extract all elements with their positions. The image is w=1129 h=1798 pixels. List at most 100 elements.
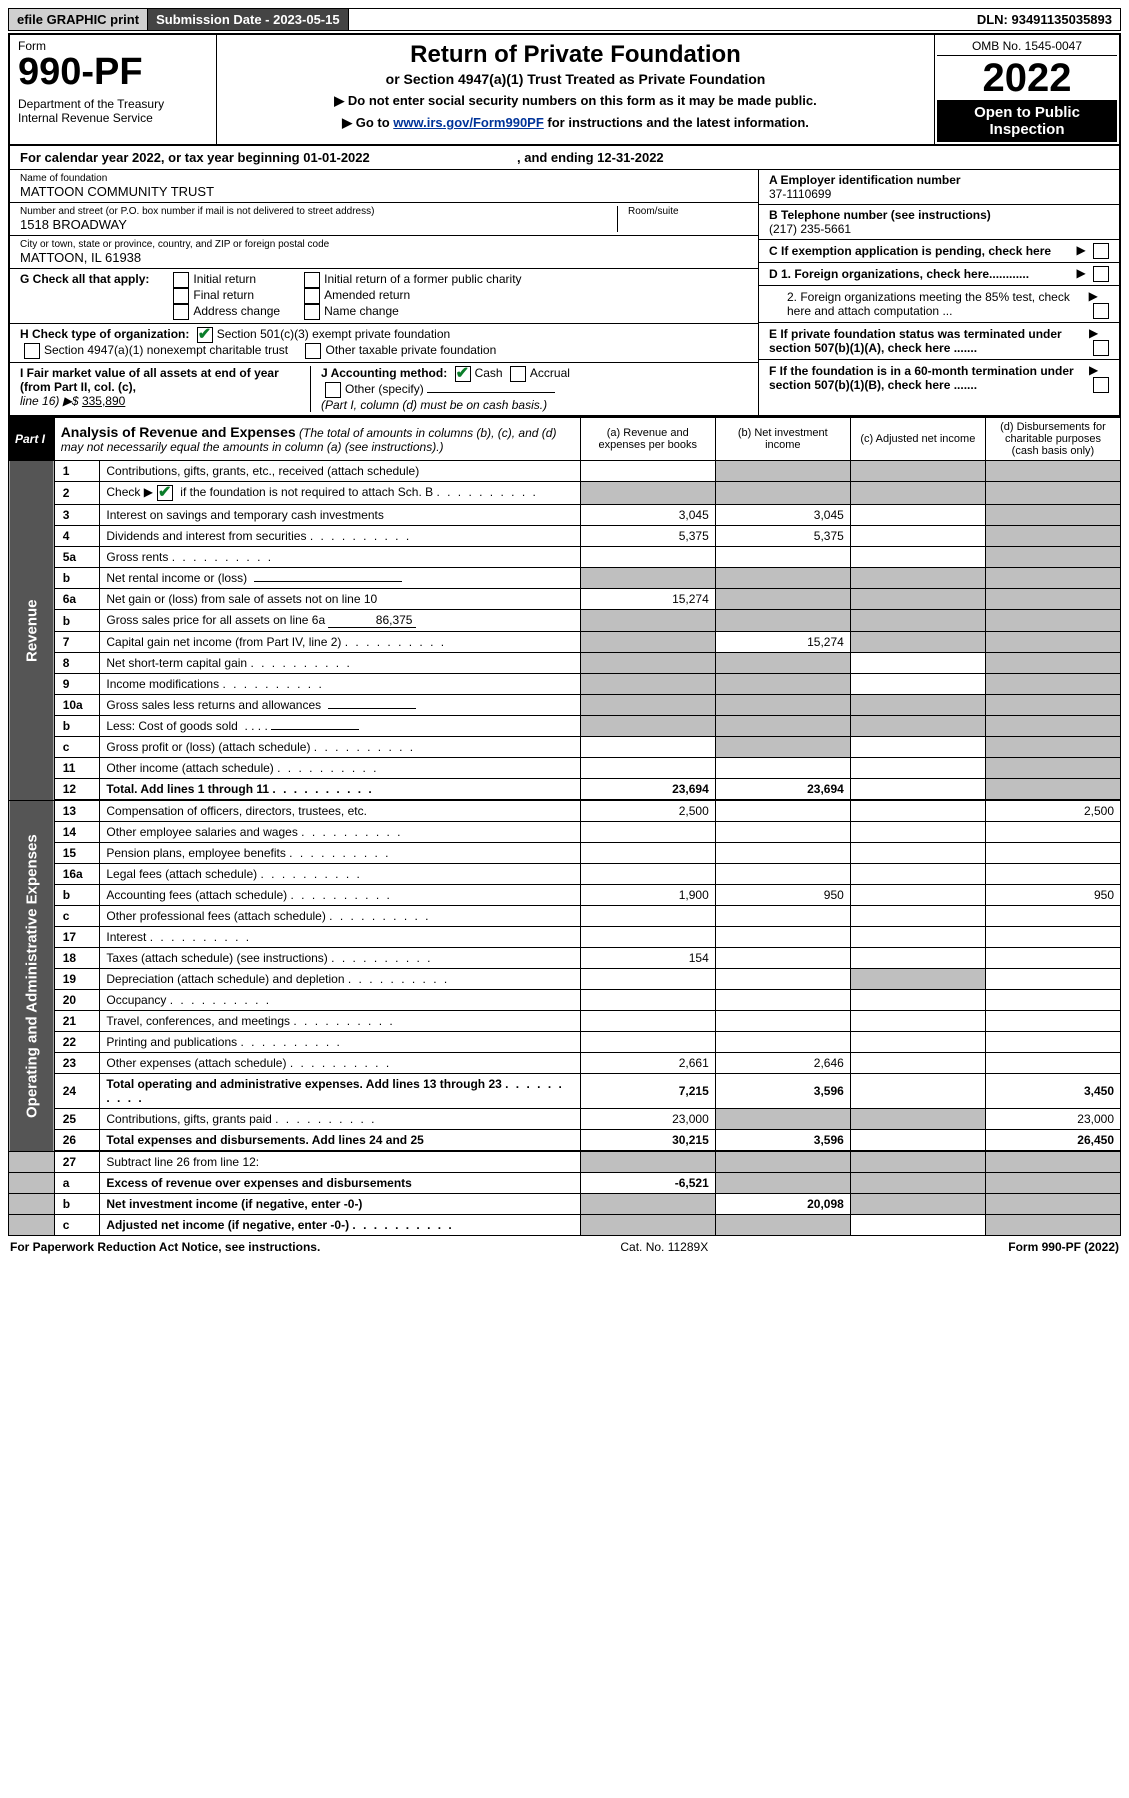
row-6a: 6aNet gain or (loss) from sale of assets… — [9, 589, 1121, 610]
g-initial-former: Initial return of a former public charit… — [324, 272, 521, 286]
row-22: 22Printing and publications — [9, 1032, 1121, 1053]
chk-cash[interactable] — [455, 366, 471, 382]
row-27b: bNet investment income (if negative, ent… — [9, 1194, 1121, 1215]
row-27a: aExcess of revenue over expenses and dis… — [9, 1173, 1121, 1194]
row-7: 7Capital gain net income (from Part IV, … — [9, 632, 1121, 653]
row-2: 2 Check ▶ if the foundation is not requi… — [9, 482, 1121, 505]
chk-amended[interactable] — [304, 288, 320, 304]
part1-table: Part I Analysis of Revenue and Expenses … — [8, 417, 1121, 1236]
name-value: MATTOON COMMUNITY TRUST — [20, 184, 748, 199]
row-21: 21Travel, conferences, and meetings — [9, 1011, 1121, 1032]
ein-label: A Employer identification number — [769, 173, 961, 187]
footer-mid: Cat. No. 11289X — [620, 1240, 708, 1254]
chk-d1[interactable] — [1093, 266, 1109, 282]
row-16a: 16aLegal fees (attach schedule) — [9, 864, 1121, 885]
row-10a: 10aGross sales less returns and allowanc… — [9, 695, 1121, 716]
row-5b: bNet rental income or (loss) — [9, 568, 1121, 589]
page-footer: For Paperwork Reduction Act Notice, see … — [8, 1236, 1121, 1258]
row-15: 15Pension plans, employee benefits — [9, 843, 1121, 864]
city-label: City or town, state or province, country… — [20, 239, 748, 250]
irs-link[interactable]: www.irs.gov/Form990PF — [393, 115, 544, 130]
h-label: H Check type of organization: — [20, 327, 189, 341]
g-label: G Check all that apply: — [20, 272, 149, 286]
chk-501c3[interactable] — [197, 327, 213, 343]
row-16c: cOther professional fees (attach schedul… — [9, 906, 1121, 927]
g-name: Name change — [324, 304, 399, 318]
dln: DLN: 93491135035893 — [969, 9, 1120, 30]
chk-other-method[interactable] — [325, 382, 341, 398]
header-left: Form 990-PF Department of the Treasury I… — [10, 35, 217, 144]
form-note-2: ▶ Go to www.irs.gov/Form990PF for instru… — [227, 115, 924, 131]
col-c-header: (c) Adjusted net income — [850, 418, 985, 461]
row-5a: 5aGross rents — [9, 547, 1121, 568]
foundation-name-cell: Name of foundation MATTOON COMMUNITY TRU… — [10, 170, 758, 203]
goto-prefix: ▶ Go to — [342, 115, 393, 130]
row-18: 18Taxes (attach schedule) (see instructi… — [9, 948, 1121, 969]
addr-value: 1518 BROADWAY — [20, 217, 607, 232]
header-title-block: Return of Private Foundation or Section … — [217, 35, 934, 144]
chk-4947a1[interactable] — [24, 343, 40, 359]
i-label: I Fair market value of all assets at end… — [20, 366, 279, 394]
section-e: E If private foundation status was termi… — [759, 323, 1119, 360]
efile-print-button[interactable]: efile GRAPHIC print — [9, 9, 148, 30]
row-27c: cAdjusted net income (if negative, enter… — [9, 1215, 1121, 1236]
j-label: J Accounting method: — [321, 366, 447, 380]
section-d2: 2. Foreign organizations meeting the 85%… — [759, 286, 1119, 323]
h-opt1: Section 501(c)(3) exempt private foundat… — [217, 327, 450, 341]
chk-name-change[interactable] — [304, 304, 320, 320]
footer-right: Form 990-PF (2022) — [1008, 1240, 1119, 1254]
cal-end: 12-31-2022 — [597, 150, 664, 165]
row-10b: bLess: Cost of goods sold . . . . — [9, 716, 1121, 737]
city-value: MATTOON, IL 61938 — [20, 250, 748, 265]
ein-cell: A Employer identification number 37-1110… — [759, 170, 1119, 205]
chk-accrual[interactable] — [510, 366, 526, 382]
chk-d2[interactable] — [1093, 303, 1109, 319]
tel-value: (217) 235-5661 — [769, 222, 851, 236]
chk-other-taxable[interactable] — [305, 343, 321, 359]
part1-tag: Part I — [9, 418, 55, 461]
row-14: 14Other employee salaries and wages — [9, 822, 1121, 843]
chk-final-return[interactable] — [173, 288, 189, 304]
row-20: 20Occupancy — [9, 990, 1121, 1011]
form-title: Return of Private Foundation — [227, 41, 924, 69]
footer-left: For Paperwork Reduction Act Notice, see … — [10, 1240, 320, 1254]
open-to-public: Open to Public Inspection — [937, 100, 1117, 142]
row-27: 27Subtract line 26 from line 12: — [9, 1152, 1121, 1173]
tel-label: B Telephone number (see instructions) — [769, 208, 991, 222]
chk-c[interactable] — [1093, 243, 1109, 259]
room-label: Room/suite — [628, 206, 748, 217]
row-11: 11Other income (attach schedule) — [9, 758, 1121, 779]
cal-pre: For calendar year 2022, or tax year begi… — [20, 150, 303, 165]
form-note-1: ▶ Do not enter social security numbers o… — [227, 93, 924, 109]
submission-date: Submission Date - 2023-05-15 — [148, 9, 349, 30]
chk-initial-return[interactable] — [173, 272, 189, 288]
i-value: 335,890 — [82, 394, 125, 408]
chk-sch-b[interactable] — [157, 485, 173, 501]
city-cell: City or town, state or province, country… — [10, 236, 758, 269]
dept-label: Department of the Treasury Internal Reve… — [18, 97, 208, 125]
row-9: 9Income modifications — [9, 674, 1121, 695]
row-10c: cGross profit or (loss) (attach schedule… — [9, 737, 1121, 758]
d1-label: D 1. Foreign organizations, check here..… — [769, 267, 1029, 281]
chk-f[interactable] — [1093, 377, 1109, 393]
chk-e[interactable] — [1093, 340, 1109, 356]
section-i-j: I Fair market value of all assets at end… — [10, 363, 758, 415]
form-subtitle: or Section 4947(a)(1) Trust Treated as P… — [227, 71, 924, 87]
j-cash: Cash — [475, 366, 503, 380]
row-4: 4Dividends and interest from securities … — [9, 526, 1121, 547]
top-bar: efile GRAPHIC print Submission Date - 20… — [8, 8, 1121, 31]
row-8: 8Net short-term capital gain — [9, 653, 1121, 674]
row-19: 19Depreciation (attach schedule) and dep… — [9, 969, 1121, 990]
goto-suffix: for instructions and the latest informat… — [544, 115, 809, 130]
section-d1: D 1. Foreign organizations, check here..… — [759, 263, 1119, 286]
chk-initial-former[interactable] — [304, 272, 320, 288]
calendar-year-line: For calendar year 2022, or tax year begi… — [10, 146, 1119, 170]
section-f: F If the foundation is in a 60-month ter… — [759, 360, 1119, 396]
h-opt2: Section 4947(a)(1) nonexempt charitable … — [44, 343, 288, 357]
d2-label: 2. Foreign organizations meeting the 85%… — [769, 290, 1089, 318]
j-accrual: Accrual — [530, 366, 570, 380]
col-b-header: (b) Net investment income — [715, 418, 850, 461]
i-line: line 16) ▶$ — [20, 394, 82, 408]
col-a-header: (a) Revenue and expenses per books — [580, 418, 715, 461]
chk-address-change[interactable] — [173, 304, 189, 320]
